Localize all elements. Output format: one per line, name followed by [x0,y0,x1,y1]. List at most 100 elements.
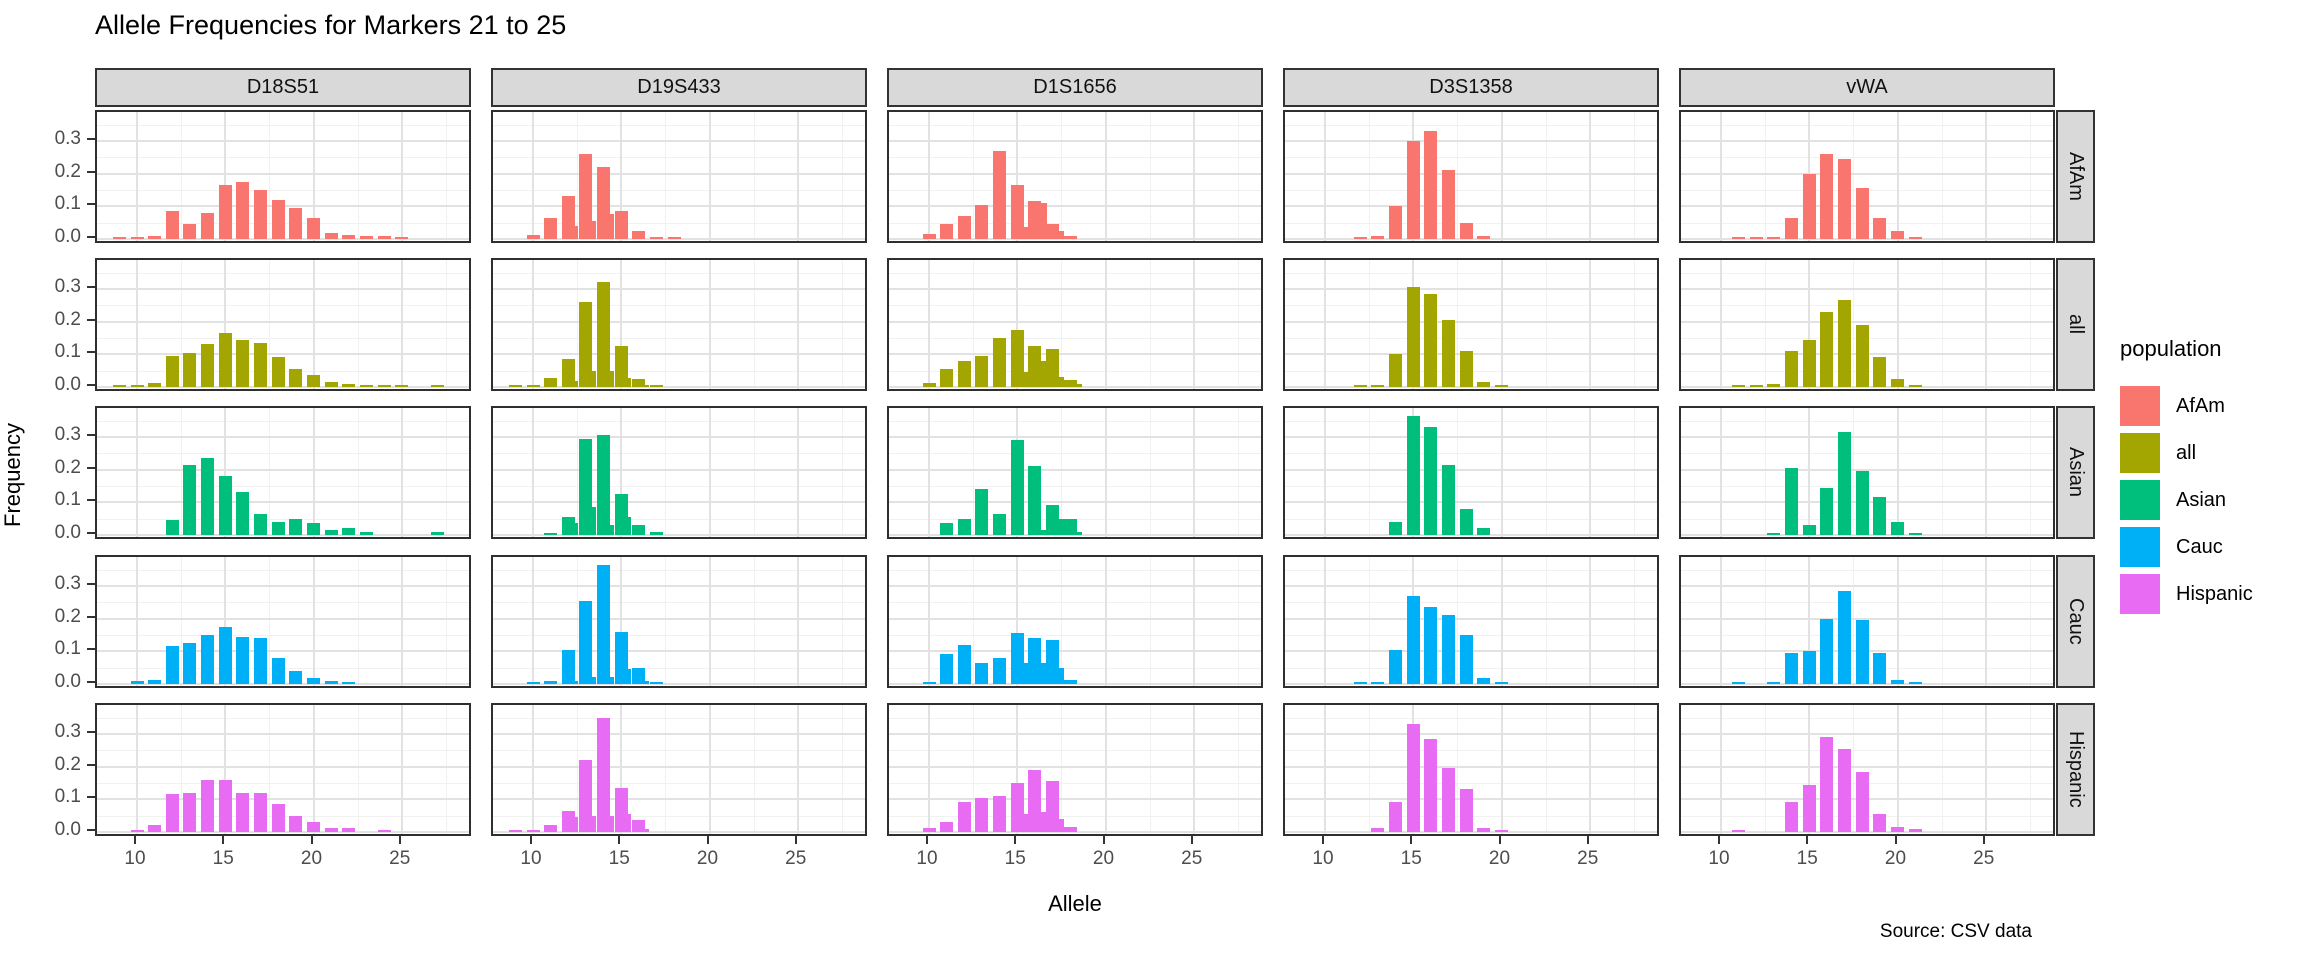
bar-allele-17.3 [1051,230,1065,239]
gridline-minor-y [97,602,469,604]
gridline-minor-x [1457,557,1459,686]
bar-allele-16.2 [635,385,649,387]
gridline-major-y [889,533,1261,536]
gridline-minor-x [1633,112,1635,241]
facet-panel-vwa-hispanic [1679,703,2055,836]
gridline-major-x [1500,408,1503,537]
gridline-major-y [889,385,1261,388]
x-axis-tick [222,836,225,844]
x-axis-tick [794,836,797,844]
gridline-major-y [889,172,1261,175]
facet-panel-d3s1358-afam [1283,110,1659,243]
gridline-minor-x [753,260,755,389]
gridline-major-x [1984,557,1987,686]
bar-allele-10 [130,236,144,239]
gridline-major-x [1984,112,1987,241]
gridline-minor-y [889,337,1261,339]
y-tick-label: 0.0 [54,225,81,247]
bar-allele-12.2 [565,523,579,535]
facet-panel-d1s1656-all [887,258,1263,391]
bar-allele-23 [359,235,373,239]
gridline-major-x [1720,260,1722,389]
bar-allele-13 [1767,384,1781,387]
gridline-major-x [620,557,623,686]
gridline-minor-y [493,485,865,487]
facet-panel-d3s1358-all [1283,258,1659,391]
gridline-major-y [1285,765,1657,768]
gridline-major-x [1016,557,1019,686]
x-axis-title: Allele [1048,891,1102,916]
y-axis-tick [87,138,95,140]
bar-allele-14 [1389,206,1403,239]
gridline-minor-x [1061,112,1063,241]
facet-strip-marker-d18s51: D18S51 [95,68,471,107]
gridline-major-y [1681,682,2053,685]
gridline-major-x [224,557,227,686]
gridline-major-y [97,617,469,620]
gridline-minor-x [665,557,667,686]
gridline-minor-x [181,408,183,537]
bar-allele-16.2 [635,828,649,832]
bar-allele-19 [289,207,303,239]
gridline-minor-y [97,305,469,307]
bar-allele-14 [597,717,611,832]
gridline-major-y [97,533,469,536]
y-axis-tick [87,731,95,733]
bar-allele-14 [993,657,1007,684]
bar-allele-22 [342,682,356,684]
legend-item-cauc: Cauc [2120,527,2253,567]
gridline-major-x [312,557,315,686]
x-tick-label: 15 [1400,848,1422,869]
gridline-minor-y [889,485,1261,487]
bar-allele-21 [324,529,338,535]
legend-swatch [2120,480,2160,520]
bar-allele-12 [165,355,179,387]
x-axis-tick [618,836,621,844]
bar-allele-19 [1873,497,1887,535]
bar-allele-24 [377,236,391,239]
bar-allele-10 [526,234,540,239]
gridline-minor-y [889,569,1261,571]
bar-allele-15 [1802,339,1816,387]
bar-allele-19 [1477,528,1491,535]
bar-allele-14 [993,513,1007,535]
gridline-minor-y [493,337,865,339]
gridline-major-x [1016,705,1019,834]
bar-allele-17.3 [1051,518,1065,535]
gridline-major-y [493,436,865,438]
bar-allele-18 [1459,508,1473,535]
bar-allele-13 [1371,827,1385,832]
gridline-major-y [1285,288,1657,290]
gridline-minor-x [1765,260,1767,389]
gridline-minor-y [97,157,469,159]
gridline-minor-x [357,260,359,389]
gridline-minor-x [269,705,271,834]
gridline-minor-x [665,260,667,389]
gridline-major-y [889,468,1261,471]
gridline-minor-x [1853,705,1855,834]
gridline-minor-x [445,705,447,834]
x-tick-label: 25 [1973,848,1995,869]
x-axis-tick [1894,836,1897,844]
legend-swatch [2120,386,2160,426]
gridline-minor-x [445,557,447,686]
gridline-major-y [1681,468,2053,471]
bar-allele-10 [130,680,144,684]
gridline-major-x [1324,112,1326,241]
gridline-minor-y [493,750,865,752]
gridline-major-y [97,468,469,471]
gridline-major-x [1984,408,1987,537]
gridline-major-x [1016,260,1019,389]
bar-allele-15 [1802,651,1816,684]
bar-allele-19 [289,368,303,387]
gridline-minor-y [1681,272,2053,274]
bar-allele-16 [1028,466,1042,535]
gridline-minor-y [1285,782,1657,784]
gridline-minor-x [1457,260,1459,389]
bar-allele-16 [1424,427,1438,535]
gridline-minor-y [889,717,1261,719]
gridline-major-x [1588,705,1591,834]
gridline-major-x [1104,408,1107,537]
gridline-minor-x [1237,112,1239,241]
x-tick-label: 20 [1092,848,1115,869]
